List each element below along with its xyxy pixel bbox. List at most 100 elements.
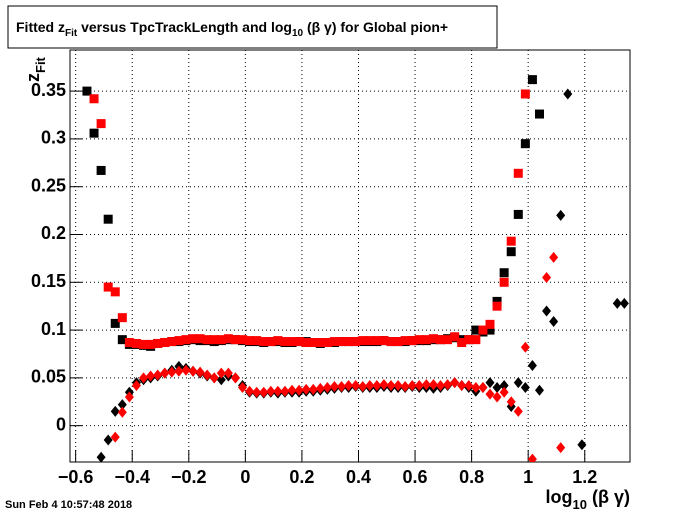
data-point (386, 337, 396, 347)
data-point (146, 370, 156, 382)
data-point (471, 335, 481, 345)
data-point (273, 336, 283, 346)
data-point (308, 338, 318, 348)
data-point (273, 385, 283, 397)
data-point (513, 209, 523, 219)
data-point (117, 399, 127, 411)
data-point (436, 335, 446, 345)
data-point (89, 128, 99, 138)
data-point (358, 380, 368, 392)
data-point (520, 341, 530, 353)
x-label-sub: 10 (573, 497, 587, 512)
title-part: Fitted z (16, 19, 65, 35)
y-tick-label: 0.05 (31, 367, 66, 387)
data-point (131, 380, 141, 392)
y-tick-label: 0.35 (31, 80, 66, 100)
data-point (485, 377, 495, 389)
data-point (534, 384, 544, 396)
x-label-part: log (546, 487, 573, 507)
x-tick-label: −0.6 (58, 467, 94, 487)
data-point (96, 451, 106, 462)
data-point (103, 434, 113, 446)
x-tick-label: 1 (523, 467, 533, 487)
data-point (499, 268, 509, 278)
data-point (421, 379, 431, 391)
data-point (96, 165, 106, 175)
data-point (344, 337, 354, 347)
data-point (82, 86, 92, 96)
x-tick-label: 0.8 (459, 467, 484, 487)
data-point (513, 405, 523, 417)
data-point (492, 301, 502, 311)
data-point (146, 339, 156, 349)
data-point (174, 336, 184, 346)
data-point (372, 336, 382, 346)
data-point (160, 338, 170, 348)
data-point (131, 338, 141, 348)
data-point (329, 380, 339, 392)
data-point (315, 338, 325, 348)
data-point (117, 406, 127, 418)
data-point (485, 388, 495, 400)
data-point (464, 380, 474, 392)
data-point (428, 379, 438, 391)
data-point (351, 380, 361, 392)
data-point (527, 75, 537, 85)
data-point (421, 335, 431, 345)
y-tick-label: 0.1 (41, 319, 66, 339)
data-point (506, 396, 516, 408)
x-tick-label: 1.2 (572, 467, 597, 487)
data-point (407, 380, 417, 392)
data-point (117, 335, 127, 345)
data-point (124, 391, 134, 403)
x-tick-label: 0.4 (346, 467, 371, 487)
data-point (542, 305, 552, 317)
data-point (110, 405, 120, 417)
data-point (351, 337, 361, 347)
data-point (259, 386, 269, 398)
data-point (216, 367, 226, 379)
data-point (181, 364, 191, 376)
data-point (188, 334, 198, 344)
data-point (478, 381, 488, 393)
data-point (202, 369, 212, 381)
data-point (280, 337, 290, 347)
data-point (195, 334, 205, 344)
data-point (563, 88, 573, 100)
x-tick-label: −0.4 (114, 467, 150, 487)
data-point (379, 336, 389, 346)
data-point (266, 385, 276, 397)
data-point (386, 380, 396, 392)
x-axis-label: log10 (β γ) (546, 487, 630, 512)
x-tick-label: 0.6 (403, 467, 428, 487)
x-tick-label: 0.2 (289, 467, 314, 487)
data-point (485, 319, 495, 329)
data-point (400, 380, 410, 392)
x-tick-label: −0.2 (171, 467, 207, 487)
data-point (266, 337, 276, 347)
data-point (223, 334, 233, 344)
data-point (414, 335, 424, 345)
data-point (542, 272, 552, 284)
data-point (358, 336, 368, 346)
data-point (238, 381, 248, 393)
data-point (393, 337, 403, 347)
x-label-part: (β γ) (587, 487, 630, 507)
data-point (252, 336, 262, 346)
data-point (556, 442, 566, 454)
data-point (492, 391, 502, 403)
data-point (407, 336, 417, 346)
data-point (556, 209, 566, 221)
data-point (252, 386, 262, 398)
data-point (209, 335, 219, 345)
data-point (414, 380, 424, 392)
data-point (527, 359, 537, 371)
data-point (110, 431, 120, 443)
data-point (379, 379, 389, 391)
data-point (485, 325, 495, 335)
data-point (471, 381, 481, 393)
data-point (223, 367, 233, 379)
data-point (96, 119, 106, 129)
